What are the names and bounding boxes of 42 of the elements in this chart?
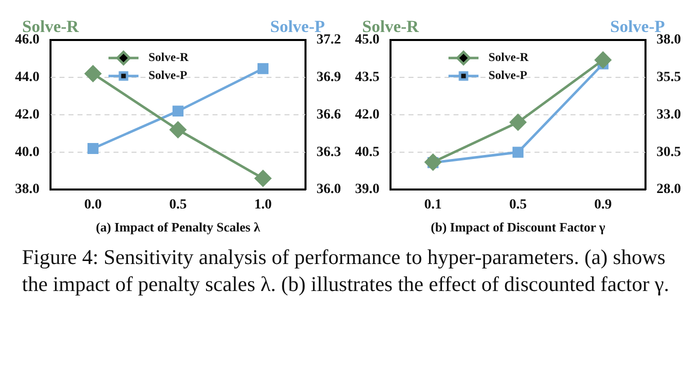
- y-tick-label: 40.0: [15, 144, 40, 160]
- point: [594, 52, 612, 68]
- y2-tick-label: 38.0: [656, 32, 681, 48]
- y-tick-label: 38.0: [15, 182, 40, 198]
- y2-tick-label: 36.0: [316, 182, 341, 198]
- point: [424, 154, 442, 170]
- point: [172, 106, 184, 117]
- point: [170, 122, 186, 138]
- y-tick-label: 43.5: [355, 70, 380, 86]
- y2-tick-label: 28.0: [656, 182, 681, 198]
- x-axis-title: (b) Impact of Discount Factor γ: [430, 220, 606, 235]
- y-tick-label: 44.0: [15, 70, 40, 86]
- y2-tick-label: 35.5: [656, 70, 681, 86]
- point: [84, 65, 102, 82]
- y2-tick-label: 30.5: [656, 144, 681, 160]
- x-axis-title: (a) Impact of Penalty Scales λ: [96, 220, 261, 235]
- x-tick-label: 0.5: [509, 198, 527, 213]
- y-tick-label: 39.0: [355, 182, 380, 198]
- y2-tick-label: 36.6: [316, 107, 341, 122]
- point: [510, 114, 526, 131]
- point: [254, 170, 272, 187]
- x-tick-label: 0.5: [169, 198, 187, 213]
- legend-label: Solve-R: [148, 50, 189, 64]
- legend-label: Solve-P: [148, 68, 188, 82]
- y-tick-label: 42.0: [15, 107, 40, 122]
- y-tick-label: 45.0: [355, 32, 380, 48]
- caption: Figure 4: Sensitivity analysis of performance to hyper-parameters. (a) shows the impact of penalty scales λ. (b) illustrates the effect of discounted factor γ.: [21, 244, 670, 298]
- legend-label: Solve-R: [488, 50, 529, 64]
- x-tick-label: 1.0: [254, 198, 272, 213]
- x-tick-label: 0.0: [84, 198, 102, 213]
- y-tick-label: 40.5: [355, 144, 380, 160]
- y-tick-label: 46.0: [15, 32, 40, 48]
- x-tick-label: 0.9: [594, 198, 612, 213]
- point: [258, 63, 268, 74]
- y-tick-label: 42.0: [355, 107, 380, 122]
- y2-tick-label: 36.3: [316, 144, 341, 160]
- y2-tick-label: 37.2: [316, 32, 341, 48]
- legend-label: Solve-P: [488, 68, 528, 82]
- y2-tick-label: 36.9: [316, 70, 341, 86]
- y2-tick-label: 33.0: [656, 107, 681, 122]
- point: [88, 142, 98, 154]
- x-tick-label: 0.1: [424, 198, 442, 213]
